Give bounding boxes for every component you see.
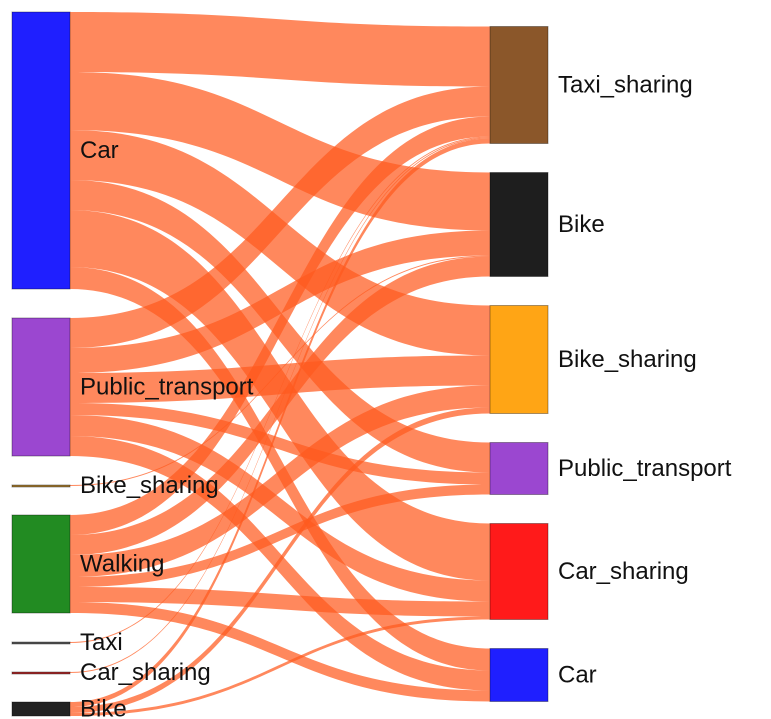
link: [70, 407, 490, 713]
node: [11, 484, 71, 488]
link: [70, 616, 490, 716]
node-label: Walking: [80, 550, 164, 577]
node-label: Car_sharing: [80, 659, 211, 686]
node: [11, 641, 71, 645]
link: [70, 385, 490, 577]
node-label: Bike_sharing: [80, 472, 219, 499]
node-label: Bike: [80, 695, 127, 719]
node: [11, 514, 71, 614]
node-label: Taxi_sharing: [558, 71, 693, 98]
link: [70, 267, 490, 671]
link: [70, 602, 490, 702]
link: [70, 136, 490, 643]
link: [70, 12, 490, 87]
node: [11, 317, 71, 457]
node-label: Car_sharing: [558, 558, 689, 585]
node: [489, 523, 549, 620]
link: [70, 210, 490, 581]
node-label: Bike: [558, 211, 605, 238]
link: [70, 355, 490, 403]
node: [489, 172, 549, 277]
layer: [11, 11, 549, 717]
node-label: Public_transport: [80, 373, 254, 400]
link: [70, 230, 490, 373]
node-label: Public_transport: [558, 455, 732, 482]
node: [11, 11, 71, 290]
link: [70, 138, 490, 707]
link: [70, 116, 490, 535]
node: [489, 648, 549, 702]
link: [70, 86, 490, 348]
node-label: Bike_sharing: [558, 346, 697, 373]
link: [70, 403, 490, 485]
layer: Car Public_transport Bike_sharing Walking Ta…: [80, 71, 732, 719]
node-label: Car: [558, 661, 597, 688]
link: [70, 415, 490, 602]
node-label: Car: [80, 137, 119, 164]
link: [70, 255, 490, 486]
node-label: Taxi: [80, 629, 123, 656]
node: [489, 442, 549, 495]
node: [489, 305, 549, 414]
node: [11, 671, 71, 675]
link: [70, 484, 490, 587]
link: [70, 587, 490, 617]
link: [70, 137, 490, 673]
node: [489, 26, 549, 144]
layer: [70, 12, 490, 716]
node: [11, 701, 71, 717]
